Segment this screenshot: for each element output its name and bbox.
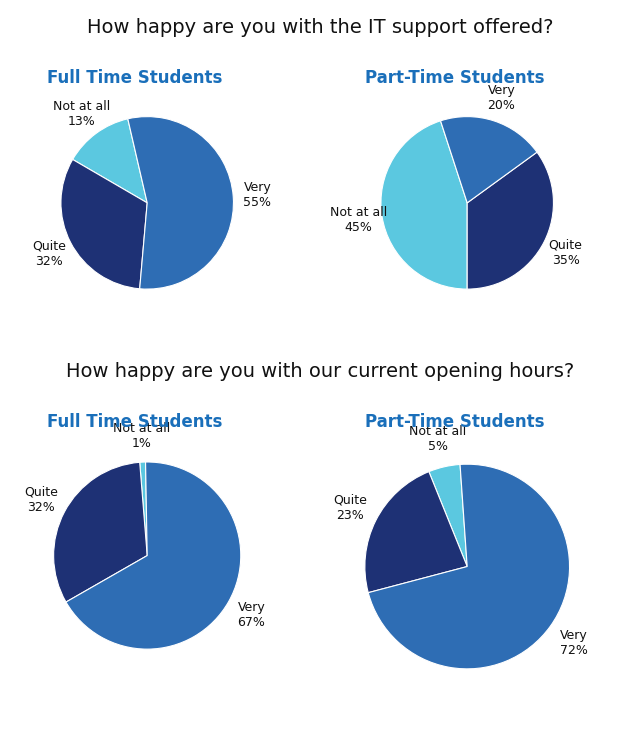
Wedge shape [66,462,241,649]
Text: Not at all
45%: Not at all 45% [330,206,387,234]
Text: Very
20%: Very 20% [488,84,515,112]
Wedge shape [140,462,147,556]
Text: Part-Time Students: Part-Time Students [365,413,544,431]
Wedge shape [429,464,467,567]
Text: Quite
32%: Quite 32% [32,240,66,268]
Wedge shape [61,159,147,289]
Wedge shape [128,117,234,289]
Text: Full Time Students: Full Time Students [47,413,222,431]
Wedge shape [467,152,554,289]
Text: Full Time Students: Full Time Students [47,69,222,88]
Wedge shape [440,117,537,203]
Text: Quite
23%: Quite 23% [333,494,367,522]
Text: Very
72%: Very 72% [560,629,588,656]
Wedge shape [73,119,147,203]
Text: Part-Time Students: Part-Time Students [365,69,544,88]
Wedge shape [368,464,570,669]
Wedge shape [365,471,467,593]
Wedge shape [381,121,467,289]
Text: Not at all
1%: Not at all 1% [113,422,170,450]
Text: How happy are you with our current opening hours?: How happy are you with our current openi… [66,362,574,381]
Text: Quite
32%: Quite 32% [24,485,58,514]
Text: Not at all
13%: Not at all 13% [53,100,110,128]
Text: Very
67%: Very 67% [237,601,265,629]
Text: Very
55%: Very 55% [243,181,271,209]
Text: Quite
35%: Quite 35% [548,239,582,267]
Wedge shape [54,462,147,602]
Text: How happy are you with the IT support offered?: How happy are you with the IT support of… [87,18,553,37]
Text: Not at all
5%: Not at all 5% [409,425,467,453]
